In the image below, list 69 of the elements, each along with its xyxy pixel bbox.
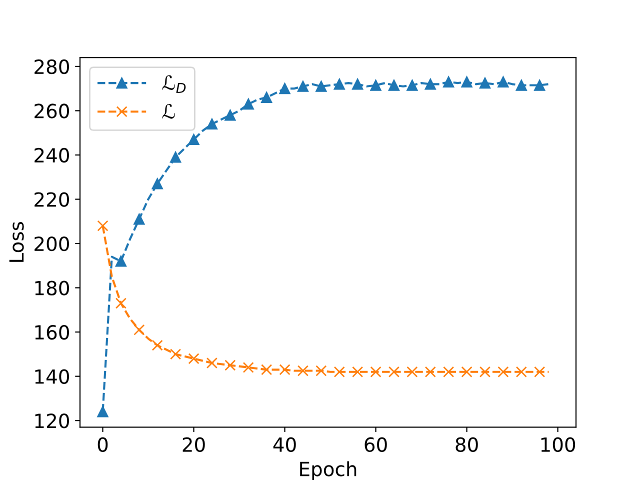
point [97,406,108,418]
point [279,364,290,376]
point [261,364,272,376]
point [406,366,418,378]
point [334,366,345,378]
point [152,178,163,190]
point [297,365,309,376]
point [443,366,454,378]
point [170,348,182,360]
point [388,80,400,91]
point [388,366,400,378]
point [224,110,236,121]
y-tick-label: 120 [35,414,69,428]
x-tick-label: 100 [541,437,576,452]
point [461,366,472,378]
y-tick-label: 240 [34,148,69,163]
legend-label: ℒ$_{D}$ [162,75,186,93]
point [498,366,509,378]
point [516,80,527,91]
point [316,365,327,376]
point [134,214,145,225]
y-tick-label: 140 [35,369,69,384]
y-tick-label: 180 [35,280,69,296]
point [461,76,472,88]
point [498,76,509,88]
point [188,353,200,364]
point [424,78,436,90]
y-tick-label: 160 [35,324,69,340]
point [97,220,108,232]
point [297,80,309,92]
legend-label: ℒ [162,104,175,119]
x-axis-title: Epoch [300,461,356,480]
point [170,152,182,163]
point [479,366,491,378]
point [479,77,491,89]
y-tick-label: 220 [34,192,69,207]
point [443,76,454,88]
y-tick-label: 200 [34,236,69,252]
point [152,340,163,351]
point [406,80,418,91]
point [261,92,272,103]
point [279,83,290,94]
point [224,360,236,371]
point [115,256,127,267]
point [516,366,527,378]
point [206,118,218,130]
x-tick-label: 20 [182,437,205,452]
point [370,366,382,378]
point [134,324,145,336]
x-tick-label: 40 [273,437,296,452]
x-tick-label: 60 [364,437,387,452]
y-axis-title: Loss [9,222,24,262]
point [242,362,254,373]
y-tick-label: 260 [34,104,69,118]
point [370,80,382,91]
point [534,80,546,91]
point [115,298,127,309]
point [334,78,345,90]
point [242,98,254,110]
point [206,357,218,369]
point [352,366,364,378]
x-tick-label: 80 [456,437,478,452]
point [188,134,200,146]
y-tick-label: 280 [34,59,69,74]
x-tick-label: 0 [98,437,108,452]
point [316,80,327,92]
point [534,366,546,378]
point [352,78,364,90]
point [424,366,436,378]
